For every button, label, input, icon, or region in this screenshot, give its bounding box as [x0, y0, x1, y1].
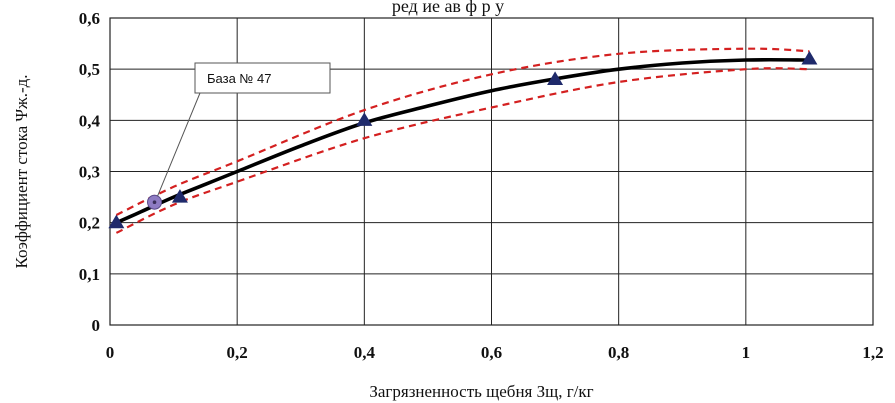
x-tick-label: 0: [106, 343, 115, 362]
x-tick-label: 0,6: [481, 343, 502, 362]
data-point-triangle: [108, 214, 125, 229]
data-point-triangle: [356, 112, 373, 126]
y-tick-label: 0,5: [79, 60, 100, 79]
annotation-callout: База № 47: [157, 62, 331, 197]
upper-confidence-line: [115, 47, 810, 216]
data-point-triangle: [171, 189, 188, 203]
callout-leader-line: [157, 92, 201, 197]
x-tick-label: 0,8: [608, 343, 629, 362]
y-axis-title: Коэффициент стока Ψж.-д.: [12, 74, 31, 268]
x-axis-title: Загрязненность щебня Зщ, г/кг: [369, 382, 593, 401]
y-tick-label: 0,3: [79, 163, 100, 182]
callout-label: База № 47: [207, 71, 271, 86]
lower-confidence-line: [115, 67, 810, 234]
plot-frame: [109, 17, 874, 326]
caption-fragment: ред ие ав ф р у: [392, 0, 504, 16]
y-tick-label: 0,6: [79, 9, 100, 28]
y-tick-label: 0: [92, 316, 101, 335]
callout-box: [194, 62, 331, 94]
confidence-bands: [115, 47, 810, 234]
tick-labels: 0 0,2 0,4 0,6 0,8 1 1,2 0 0,1 0,2 0,3 0,4 0,5 0,6: [79, 9, 884, 362]
axes: [109, 17, 874, 326]
x-tick-label: 0,2: [227, 343, 248, 362]
x-tick-label: 0,4: [354, 343, 376, 362]
y-tick-label: 0,4: [79, 111, 101, 130]
data-points: [108, 50, 818, 229]
y-tick-label: 0,2: [79, 214, 100, 233]
data-point-triangle: [547, 71, 564, 85]
y-tick-label: 0,1: [79, 265, 100, 284]
data-point-triangle: [801, 50, 818, 65]
data-point-circle-center: [152, 200, 157, 204]
x-tick-label: 1: [742, 343, 751, 362]
x-tick-label: 1,2: [862, 343, 883, 362]
